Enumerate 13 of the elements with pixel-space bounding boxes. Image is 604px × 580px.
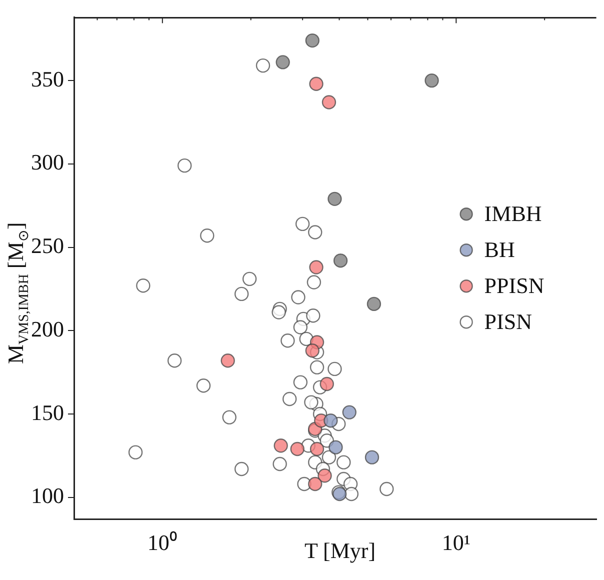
x-axis-title: T [Myr] (303, 538, 377, 564)
legend-label: IMBH (484, 200, 542, 226)
legend-label: PISN (484, 308, 532, 334)
x-tick-label: 10⁰ (147, 530, 178, 555)
y-tick-label: 200 (31, 316, 64, 342)
y-tick-label: 100 (31, 483, 64, 508)
y-tick-label: 250 (31, 233, 64, 258)
legend-label: PPISN (484, 272, 544, 298)
y-tick-label: 350 (31, 66, 64, 92)
y-tick-label: 300 (31, 150, 64, 175)
y-tick-label: 150 (31, 400, 64, 425)
x-tick-label: 10¹ (442, 530, 470, 555)
legend-label: BH (484, 236, 515, 262)
